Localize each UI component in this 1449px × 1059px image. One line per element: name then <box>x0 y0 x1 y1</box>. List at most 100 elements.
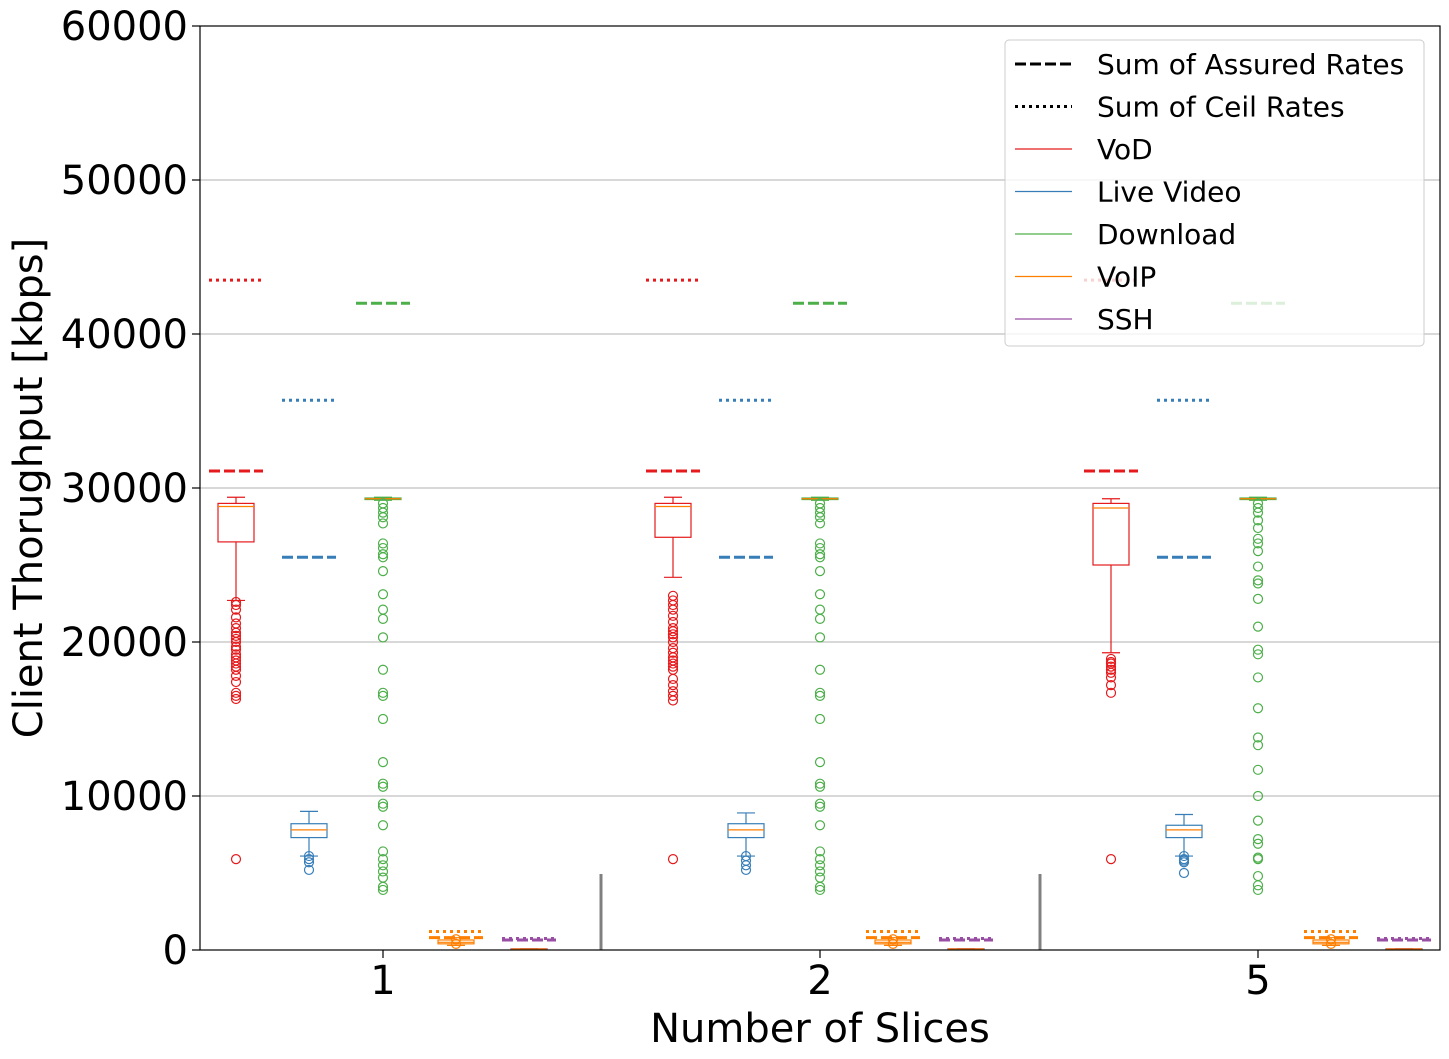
outlier-download <box>1252 649 1264 660</box>
outlier-download <box>1252 507 1264 518</box>
outlier-download <box>814 860 826 871</box>
outlier-live-video <box>1178 867 1190 879</box>
outlier-download <box>377 538 389 549</box>
outlier-voip <box>887 938 899 949</box>
outlier-vod <box>667 690 679 702</box>
box-vod <box>654 502 692 538</box>
box-live-video <box>1165 824 1203 839</box>
outlier-vod <box>667 632 679 643</box>
outlier-download <box>1252 880 1264 891</box>
outlier-download <box>1252 546 1264 557</box>
outlier-live-video <box>1178 850 1190 862</box>
x-tick-label: 1 <box>370 958 395 1004</box>
outlier-download <box>1252 854 1264 865</box>
outlier-download <box>377 604 389 615</box>
outlier-vod <box>230 690 242 702</box>
outlier-vod <box>667 636 679 648</box>
outlier-voip <box>450 938 462 949</box>
outlier-vod <box>667 647 679 658</box>
outlier-vod <box>1105 653 1117 665</box>
outlier-download <box>814 604 826 615</box>
y-tick-label: 0 <box>163 928 188 974</box>
outlier-vod <box>667 599 679 611</box>
outlier-download <box>377 549 389 560</box>
outlier-download <box>814 881 826 892</box>
outlier-voip <box>450 934 462 945</box>
outlier-download <box>377 872 389 883</box>
outlier-vod <box>1105 661 1117 672</box>
outlier-vod <box>230 636 242 648</box>
outlier-vod <box>667 610 679 621</box>
outlier-download <box>1252 538 1264 549</box>
outlier-download <box>814 713 826 725</box>
outlier-download <box>377 664 389 675</box>
plot-area <box>209 278 1431 951</box>
outlier-download <box>814 613 826 625</box>
outlier-download <box>814 549 826 560</box>
outlier-voip <box>1325 938 1337 949</box>
box-live-video <box>290 823 328 839</box>
outlier-vod <box>667 604 679 615</box>
outlier-download <box>1252 703 1264 714</box>
y-axis-label: Client Thorughput [kbps] <box>6 238 52 738</box>
outlier-download <box>1252 561 1264 572</box>
outlier-vod <box>230 596 242 608</box>
outlier-download <box>814 589 826 600</box>
outlier-vod <box>230 604 242 615</box>
outlier-vod <box>667 854 679 865</box>
outlier-download <box>1252 522 1264 534</box>
outlier-vod <box>1105 687 1117 698</box>
outlier-download <box>377 820 389 831</box>
outlier-download <box>1252 502 1264 514</box>
outlier-download <box>377 801 389 812</box>
outlier-download <box>814 552 826 563</box>
outlier-vod <box>230 676 242 688</box>
outlier-download <box>377 518 389 529</box>
outlier-download <box>377 589 389 600</box>
outlier-vod <box>1105 664 1117 675</box>
y-tick-label: 20000 <box>61 620 188 666</box>
outlier-download <box>814 687 826 698</box>
outlier-vod <box>667 661 679 672</box>
legend-label: Download <box>1097 218 1236 251</box>
x-axis-label: Number of Slices <box>650 1006 990 1052</box>
outlier-vod <box>1105 854 1117 865</box>
legend-label: SSH <box>1097 303 1154 336</box>
outlier-download <box>377 713 389 725</box>
outlier-download <box>377 552 389 563</box>
outlier-download <box>814 846 826 857</box>
outlier-vod <box>230 658 242 669</box>
outlier-download <box>377 860 389 871</box>
outlier-vod <box>230 599 242 611</box>
outlier-download <box>377 866 389 877</box>
outlier-download <box>377 566 389 577</box>
y-tick-label: 60000 <box>61 4 188 50</box>
outlier-vod <box>230 687 242 698</box>
group-separators <box>599 874 1042 950</box>
outlier-live-video <box>740 860 752 871</box>
outlier-download <box>1252 621 1264 632</box>
outlier-download <box>814 632 826 643</box>
outlier-download <box>377 507 389 518</box>
outlier-download <box>377 781 389 792</box>
outlier-download <box>814 781 826 792</box>
outlier-live-video <box>303 857 315 868</box>
outlier-voip <box>887 934 899 945</box>
outlier-download <box>1252 575 1264 586</box>
outlier-download <box>377 846 389 857</box>
outlier-download <box>814 518 826 529</box>
outlier-live-video <box>1178 857 1190 868</box>
outlier-live-video <box>303 864 315 876</box>
outlier-vod <box>667 680 679 691</box>
outlier-download <box>377 512 389 523</box>
outlier-download <box>377 778 389 789</box>
outlier-vod <box>230 630 242 641</box>
outlier-download <box>377 690 389 702</box>
outlier-download <box>377 854 389 865</box>
outlier-vod <box>667 658 679 669</box>
outlier-vod <box>1105 672 1117 683</box>
outlier-download <box>1252 884 1264 896</box>
x-tick-label: 5 <box>1245 958 1270 1004</box>
outlier-download <box>377 884 389 896</box>
